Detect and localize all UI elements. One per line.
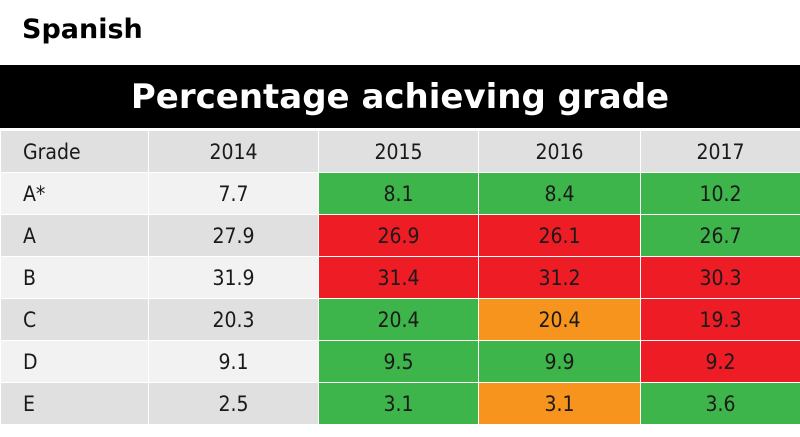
subject-title: Spanish xyxy=(22,14,143,45)
value-cell: 30.3 xyxy=(640,256,800,299)
value-cell: 31.4 xyxy=(318,256,479,299)
value-cell: 9.1 xyxy=(148,340,319,383)
grade-table: Grade 2014 2015 2016 2017 A* 7.7 8.1 8.4 10.… xyxy=(0,130,800,425)
value-cell: 26.9 xyxy=(318,214,479,257)
grade-cell: A xyxy=(0,214,149,257)
value-cell: 31.9 xyxy=(148,256,319,299)
grade-cell: C xyxy=(0,298,149,341)
table-row: A* 7.7 8.1 8.4 10.2 xyxy=(0,172,800,215)
value-cell: 3.1 xyxy=(318,382,479,425)
column-header-2017: 2017 xyxy=(640,130,800,173)
table-row: A 27.9 26.9 26.1 26.7 xyxy=(0,214,800,257)
value-cell: 31.2 xyxy=(478,256,641,299)
grade-cell: D xyxy=(0,340,149,383)
table-body: A* 7.7 8.1 8.4 10.2 A 27.9 26.9 26.1 26.7 B 31.9 31.… xyxy=(0,172,800,425)
grade-cell: B xyxy=(0,256,149,299)
value-cell: 27.9 xyxy=(148,214,319,257)
column-header-2014: 2014 xyxy=(148,130,319,173)
grade-cell: A* xyxy=(0,172,149,215)
value-cell: 8.4 xyxy=(478,172,641,215)
value-cell: 7.7 xyxy=(148,172,319,215)
header-row: Grade 2014 2015 2016 2017 xyxy=(0,130,800,173)
value-cell: 8.1 xyxy=(318,172,479,215)
table-row: E 2.5 3.1 3.1 3.6 xyxy=(0,382,800,425)
grade-cell: E xyxy=(0,382,149,425)
value-cell: 20.4 xyxy=(478,298,641,341)
value-cell: 20.3 xyxy=(148,298,319,341)
table-row: C 20.3 20.4 20.4 19.3 xyxy=(0,298,800,341)
value-cell: 3.1 xyxy=(478,382,641,425)
value-cell: 26.1 xyxy=(478,214,641,257)
value-cell: 9.9 xyxy=(478,340,641,383)
value-cell: 10.2 xyxy=(640,172,800,215)
value-cell: 20.4 xyxy=(318,298,479,341)
value-cell: 19.3 xyxy=(640,298,800,341)
table-row: D 9.1 9.5 9.9 9.2 xyxy=(0,340,800,383)
column-header-2016: 2016 xyxy=(478,130,641,173)
value-cell: 9.5 xyxy=(318,340,479,383)
value-cell: 26.7 xyxy=(640,214,800,257)
value-cell: 2.5 xyxy=(148,382,319,425)
table-row: B 31.9 31.4 31.2 30.3 xyxy=(0,256,800,299)
value-cell: 9.2 xyxy=(640,340,800,383)
column-header-grade: Grade xyxy=(0,130,149,173)
value-cell: 3.6 xyxy=(640,382,800,425)
table-title-bar: Percentage achieving grade xyxy=(0,65,800,128)
column-header-2015: 2015 xyxy=(318,130,479,173)
table-title: Percentage achieving grade xyxy=(130,76,670,117)
